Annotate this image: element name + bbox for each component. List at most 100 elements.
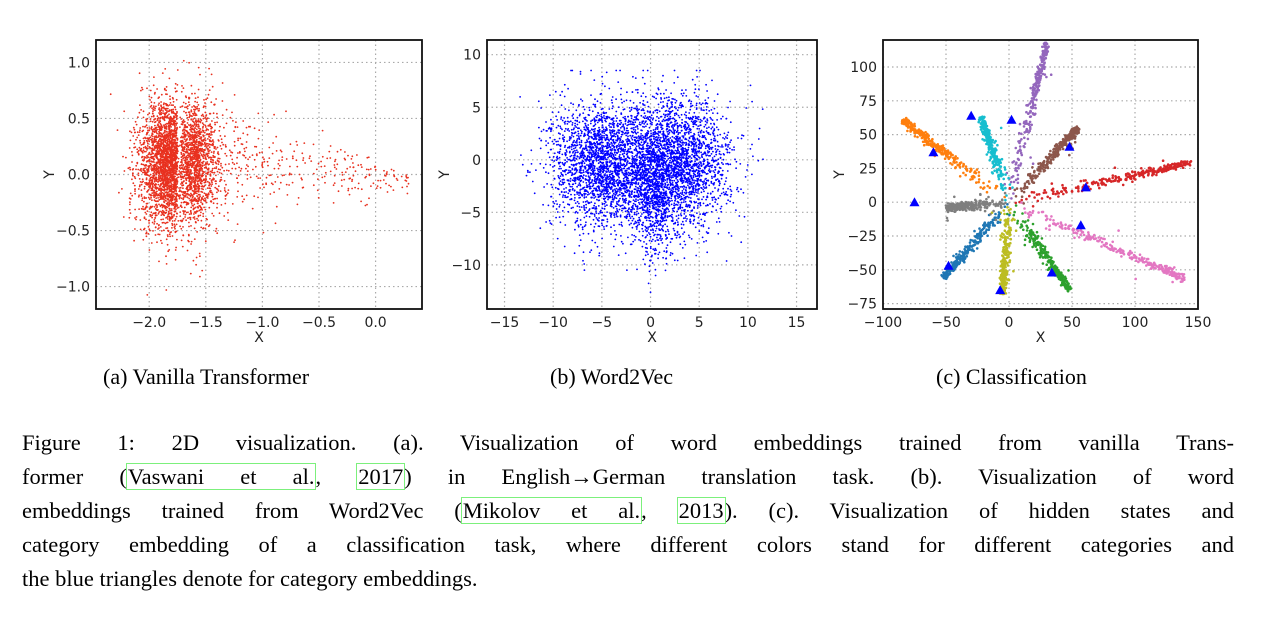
data-point: [133, 175, 136, 178]
data-point: [191, 120, 194, 122]
data-point: [204, 137, 207, 140]
data-point: [175, 190, 178, 193]
data-point: [164, 68, 167, 70]
data-point: [154, 226, 157, 229]
data-point: [211, 171, 214, 174]
data-point: [608, 178, 611, 180]
data-point: [552, 155, 555, 158]
data-point: [216, 170, 219, 173]
data-point: [155, 203, 158, 206]
data-point: [142, 205, 144, 208]
data-point: [155, 105, 157, 108]
data-point: [162, 180, 164, 183]
data-point: [195, 124, 198, 127]
data-point: [207, 144, 210, 147]
data-point: [143, 228, 145, 231]
data-point: [131, 168, 134, 171]
data-point: [551, 159, 554, 162]
data-point: [564, 224, 567, 226]
data-point: [118, 191, 120, 194]
data-point: [293, 150, 296, 153]
data-point: [162, 117, 164, 120]
data-point: [173, 135, 176, 137]
data-point: [212, 215, 215, 217]
data-point: [188, 225, 190, 228]
data-point: [374, 168, 377, 171]
data-point: [165, 182, 168, 185]
data-point: [169, 160, 172, 163]
data-point: [558, 137, 561, 140]
data-point: [197, 215, 200, 218]
data-point: [360, 188, 363, 191]
data-point: [146, 87, 148, 90]
y-tick-label: 0.0: [68, 168, 90, 184]
data-point: [392, 189, 395, 192]
data-point: [214, 129, 216, 132]
data-point: [200, 174, 203, 177]
data-point: [201, 180, 204, 183]
data-point: [164, 212, 167, 215]
data-point: [200, 199, 202, 202]
data-point: [233, 140, 236, 143]
data-point: [308, 157, 311, 160]
data-point: [190, 109, 193, 112]
data-point: [339, 148, 342, 151]
data-point: [221, 100, 224, 102]
data-point: [207, 148, 209, 151]
data-point: [583, 186, 586, 189]
data-point: [372, 182, 375, 185]
data-point: [159, 126, 162, 129]
data-point: [199, 167, 202, 170]
data-point: [190, 84, 193, 87]
data-point: [268, 174, 271, 177]
data-point: [160, 105, 163, 108]
data-point: [217, 160, 220, 163]
data-point: [161, 209, 164, 212]
data-point: [182, 101, 185, 104]
data-point: [196, 101, 199, 104]
data-point: [273, 113, 275, 116]
data-point: [607, 193, 610, 196]
data-point: [145, 178, 148, 181]
data-point: [171, 222, 174, 225]
data-point: [357, 164, 360, 167]
data-point: [202, 134, 205, 137]
data-point: [135, 123, 138, 126]
data-point: [160, 154, 162, 157]
data-point: [142, 149, 145, 152]
data-point: [145, 197, 148, 199]
data-point: [191, 194, 194, 197]
data-point: [160, 124, 163, 127]
data-point: [629, 145, 632, 148]
data-point: [237, 152, 239, 154]
data-point: [601, 124, 604, 126]
data-point: [196, 180, 198, 182]
data-point: [207, 124, 210, 127]
data-point: [186, 249, 189, 252]
data-point: [204, 184, 206, 187]
data-point: [344, 151, 346, 153]
data-point: [160, 135, 163, 138]
data-point: [199, 275, 201, 278]
data-point: [620, 98, 623, 101]
data-point: [217, 153, 220, 156]
data-point: [205, 142, 208, 145]
data-point: [156, 205, 159, 207]
data-point: [546, 183, 548, 185]
data-point: [190, 206, 193, 209]
data-point: [211, 193, 214, 196]
data-point: [206, 161, 209, 163]
data-point: [152, 108, 155, 111]
data-point: [574, 197, 576, 199]
data-point: [173, 166, 176, 169]
data-point: [138, 208, 141, 211]
data-point: [192, 259, 195, 262]
data-point: [149, 177, 152, 180]
data-point: [203, 192, 206, 195]
data-point: [153, 76, 155, 78]
data-point: [176, 110, 178, 113]
data-point: [183, 110, 185, 113]
data-point: [214, 197, 217, 200]
data-point: [583, 263, 586, 265]
data-point: [229, 116, 232, 119]
